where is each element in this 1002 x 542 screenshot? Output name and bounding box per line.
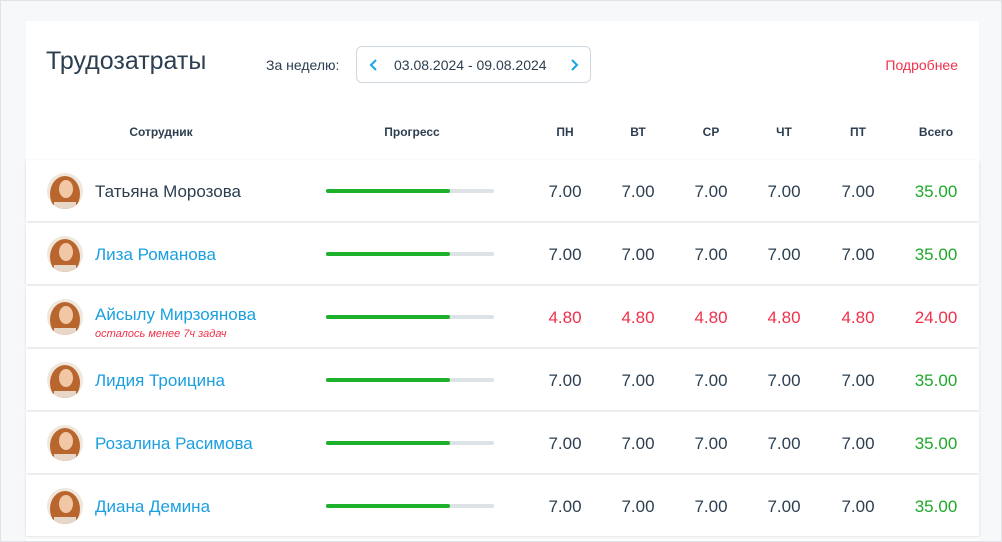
day-hours: 7.00 bbox=[694, 497, 728, 516]
day-hours: 7.00 bbox=[548, 245, 582, 264]
column-header: ЧТ bbox=[776, 125, 792, 139]
employee-row: Розалина Расимова 7.00 7.00 7.00 7.00 7.00 35.… bbox=[26, 412, 979, 473]
progress-bar bbox=[326, 441, 451, 445]
day-hours: 7.00 bbox=[548, 497, 582, 516]
day-hours: 7.00 bbox=[767, 182, 801, 201]
day-hours: 7.00 bbox=[621, 182, 655, 201]
week-label: За неделю: bbox=[266, 57, 340, 73]
day-hours: 7.00 bbox=[621, 245, 655, 264]
avatar bbox=[47, 488, 83, 524]
total-hours: 35.00 bbox=[914, 245, 958, 264]
title: Трудозатраты bbox=[46, 47, 207, 75]
day-hours: 7.00 bbox=[767, 371, 801, 390]
day-hours: 7.00 bbox=[548, 371, 582, 390]
employee-row: Айсылу Мирзоянова осталось менее 7ч задач… bbox=[26, 286, 979, 347]
next-week[interactable] bbox=[567, 57, 581, 73]
day-hours: 4.80 bbox=[548, 308, 582, 327]
day-hours: 4.80 bbox=[621, 308, 655, 327]
employee-row: Лиза Романова 7.00 7.00 7.00 7.00 7.00 35.00 bbox=[26, 223, 979, 284]
day-hours: 7.00 bbox=[694, 182, 728, 201]
day-hours: 7.00 bbox=[841, 371, 875, 390]
avatar bbox=[47, 173, 83, 209]
progress-track bbox=[326, 378, 494, 382]
avatar bbox=[47, 425, 83, 461]
total-hours: 24.00 bbox=[914, 308, 958, 327]
day-hours: 7.00 bbox=[767, 434, 801, 453]
total-hours: 35.00 bbox=[914, 497, 958, 516]
employee-name: Лиза Романова bbox=[95, 245, 216, 264]
card: Трудозатраты За неделю: 03.08.2024 - 09.… bbox=[26, 21, 979, 541]
column-header: Всего bbox=[918, 125, 954, 139]
day-hours: 7.00 bbox=[841, 245, 875, 264]
prev-week[interactable] bbox=[367, 57, 381, 73]
column-header: ПТ bbox=[850, 125, 866, 139]
total-hours: 35.00 bbox=[914, 434, 958, 453]
progress-bar bbox=[326, 252, 451, 256]
progress-track bbox=[326, 441, 494, 445]
avatar bbox=[47, 299, 83, 335]
column-header: ВТ bbox=[630, 125, 646, 139]
employee-name: Диана Демина bbox=[95, 497, 211, 516]
day-hours: 7.00 bbox=[841, 182, 875, 201]
total-hours: 35.00 bbox=[914, 371, 958, 390]
progress-track bbox=[326, 189, 494, 193]
progress-track bbox=[326, 315, 494, 319]
employee-name: Лидия Троицина bbox=[95, 371, 225, 390]
date-picker: 03.08.2024 - 09.08.2024 bbox=[356, 46, 591, 83]
employee-name: Татьяна Морозова bbox=[95, 182, 241, 201]
employee-name: Айсылу Мирзоянова bbox=[95, 305, 257, 324]
progress-bar bbox=[326, 315, 451, 319]
column-header: СР bbox=[702, 125, 720, 139]
day-hours: 4.80 bbox=[694, 308, 728, 327]
employee-row: Диана Демина 7.00 7.00 7.00 7.00 7.00 35.00 bbox=[26, 475, 979, 536]
avatar bbox=[47, 236, 83, 272]
employee-note: осталось менее 7ч задач bbox=[95, 328, 227, 340]
progress-bar bbox=[326, 504, 451, 508]
day-hours: 7.00 bbox=[841, 497, 875, 516]
day-hours: 7.00 bbox=[548, 434, 582, 453]
details-link[interactable]: Подробнее bbox=[885, 57, 958, 73]
day-hours: 7.00 bbox=[548, 182, 582, 201]
column-header: Прогресс bbox=[384, 125, 440, 139]
avatar bbox=[47, 362, 83, 398]
day-hours: 4.80 bbox=[767, 308, 801, 327]
progress-track bbox=[326, 504, 494, 508]
employee-name: Розалина Расимова bbox=[95, 434, 253, 453]
progress-track bbox=[326, 252, 494, 256]
date-range: 03.08.2024 - 09.08.2024 bbox=[394, 57, 547, 73]
day-hours: 7.00 bbox=[621, 371, 655, 390]
employee-row: Лидия Троицина 7.00 7.00 7.00 7.00 7.00 35.00 bbox=[26, 349, 979, 410]
column-header: Сотрудник bbox=[129, 125, 193, 139]
day-hours: 7.00 bbox=[694, 371, 728, 390]
day-hours: 7.00 bbox=[621, 434, 655, 453]
day-hours: 7.00 bbox=[621, 497, 655, 516]
day-hours: 7.00 bbox=[694, 245, 728, 264]
day-hours: 7.00 bbox=[767, 245, 801, 264]
day-hours: 7.00 bbox=[767, 497, 801, 516]
column-header: ПН bbox=[556, 125, 574, 139]
day-hours: 7.00 bbox=[841, 434, 875, 453]
day-hours: 7.00 bbox=[694, 434, 728, 453]
employee-row: Татьяна Морозова 7.00 7.00 7.00 7.00 7.00 35.0… bbox=[26, 160, 979, 221]
progress-bar bbox=[326, 189, 451, 193]
day-hours: 4.80 bbox=[841, 308, 875, 327]
total-hours: 35.00 bbox=[914, 182, 958, 201]
progress-bar bbox=[326, 378, 451, 382]
